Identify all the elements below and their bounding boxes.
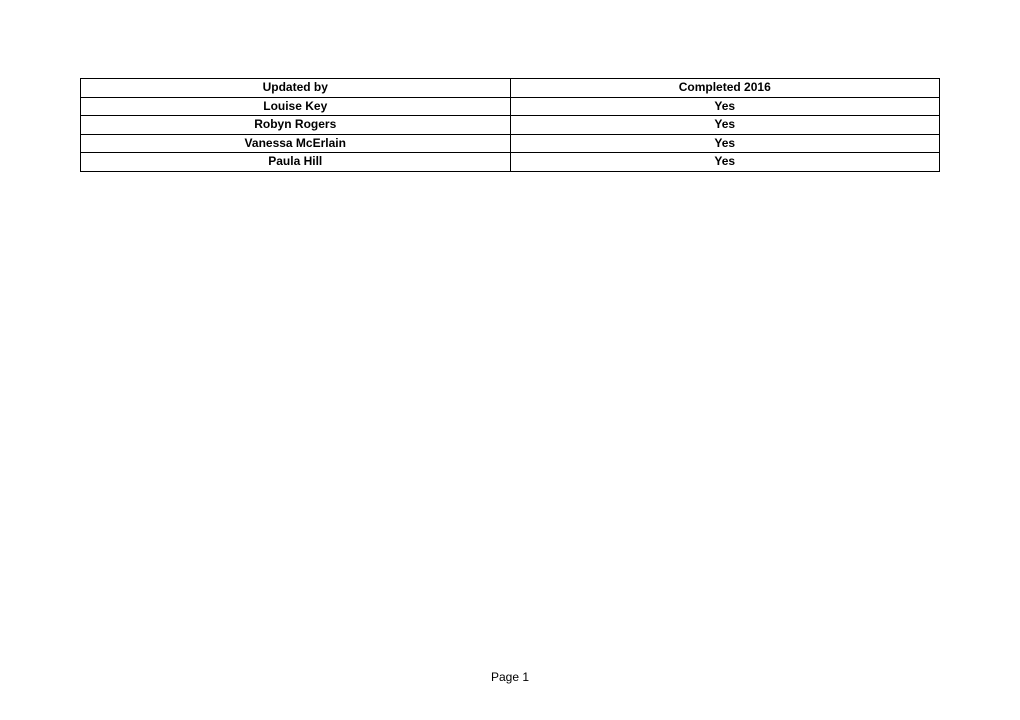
cell-name: Vanessa McErlain <box>81 134 511 153</box>
cell-completed: Yes <box>510 153 940 172</box>
table-row: Vanessa McErlain Yes <box>81 134 940 153</box>
column-header-completed: Completed 2016 <box>510 79 940 98</box>
table-header-row: Updated by Completed 2016 <box>81 79 940 98</box>
page-number: Page 1 <box>491 670 529 684</box>
table-row: Robyn Rogers Yes <box>81 116 940 135</box>
cell-completed: Yes <box>510 116 940 135</box>
data-table: Updated by Completed 2016 Louise Key Yes… <box>80 78 940 172</box>
page-container: Updated by Completed 2016 Louise Key Yes… <box>0 0 1020 172</box>
cell-completed: Yes <box>510 97 940 116</box>
cell-name: Robyn Rogers <box>81 116 511 135</box>
table-row: Paula Hill Yes <box>81 153 940 172</box>
cell-name: Paula Hill <box>81 153 511 172</box>
table-row: Louise Key Yes <box>81 97 940 116</box>
cell-completed: Yes <box>510 134 940 153</box>
page-footer: Page 1 <box>0 670 1020 684</box>
column-header-updated-by: Updated by <box>81 79 511 98</box>
cell-name: Louise Key <box>81 97 511 116</box>
